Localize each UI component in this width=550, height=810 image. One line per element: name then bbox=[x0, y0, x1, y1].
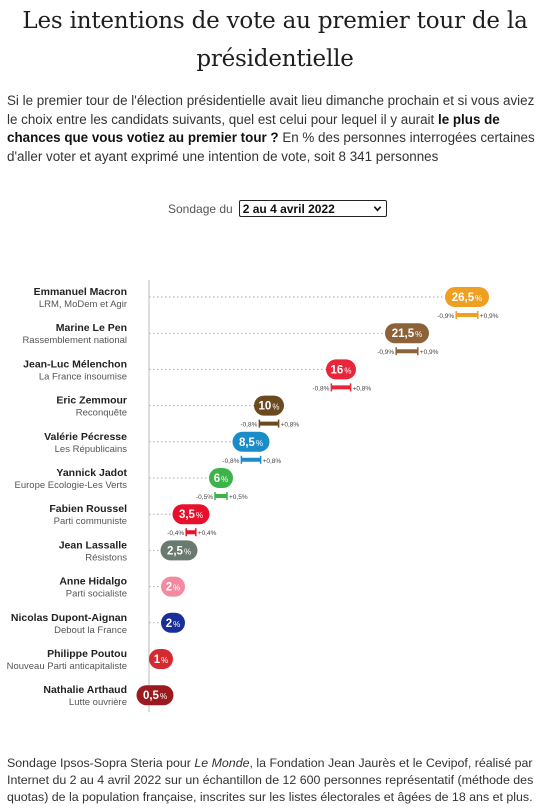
value-marker bbox=[161, 612, 185, 633]
error-plus-label: +0,9% bbox=[480, 313, 499, 320]
error-minus-label: -0,9% bbox=[437, 313, 454, 320]
error-plus-label: +0,8% bbox=[263, 458, 282, 465]
candidate-name: Fabien Roussel bbox=[49, 503, 127, 515]
poll-date-value: 2 au 4 avril 2022 bbox=[242, 201, 335, 216]
error-minus-label: -0,5% bbox=[196, 494, 213, 501]
value-marker bbox=[172, 504, 210, 525]
intro-question: le plus de chances que vous votiez au pr… bbox=[7, 111, 500, 146]
error-bar bbox=[331, 385, 351, 390]
error-bar bbox=[396, 349, 418, 354]
candidate-name: Marine Le Pen bbox=[56, 322, 127, 334]
value-marker bbox=[161, 576, 185, 597]
intro-text: Si le premier tour de l'élection préside… bbox=[7, 93, 535, 127]
value-marker bbox=[209, 468, 233, 488]
chart-intro: Si le premier tour de l'élection préside… bbox=[7, 92, 545, 166]
error-bar bbox=[241, 457, 261, 462]
candidate-name: Valérie Pécresse bbox=[44, 431, 127, 443]
candidate-party: LRM, MoDem et Agir bbox=[39, 299, 127, 310]
chevron-down-icon bbox=[373, 206, 381, 212]
candidate-party: Nouveau Parti anticapitaliste bbox=[7, 661, 127, 672]
error-bar bbox=[259, 421, 279, 426]
error-minus-label: -0,8% bbox=[240, 422, 257, 429]
candidate-party: Rassemblement national bbox=[22, 335, 127, 346]
value-marker bbox=[160, 540, 198, 561]
value-label: 26,5% bbox=[452, 292, 483, 304]
value-label: 2% bbox=[166, 618, 181, 630]
error-bar bbox=[456, 313, 478, 317]
chart-title: Les intentions de vote au premier tour d… bbox=[22, 8, 528, 72]
candidate-name: Philippe Poutou bbox=[47, 648, 127, 660]
candidate-party: Europe Ecologie-Les Verts bbox=[15, 480, 128, 491]
value-label: 2,5% bbox=[167, 545, 191, 557]
value-marker bbox=[254, 395, 284, 416]
candidate-party: Reconquête bbox=[76, 408, 127, 419]
value-label: 21,5% bbox=[392, 328, 423, 340]
value-label: 6% bbox=[214, 473, 229, 485]
error-minus-label: -0,9% bbox=[377, 349, 394, 356]
candidate-name: Emmanuel Macron bbox=[34, 286, 127, 298]
value-label: 8,5% bbox=[239, 437, 263, 449]
intro-text-tail: En % des personnes interrogées certaines… bbox=[7, 130, 535, 164]
candidate-name: Nicolas Dupont-Aignan bbox=[11, 612, 127, 624]
candidate-party: Les Républicains bbox=[55, 444, 128, 455]
footnote-source: Le Monde bbox=[194, 756, 250, 770]
value-label: 0,5% bbox=[143, 690, 167, 702]
candidate-name: Yannick Jadot bbox=[56, 467, 127, 479]
candidate-party: La France insoumise bbox=[39, 371, 127, 382]
value-label: 2% bbox=[166, 582, 181, 594]
error-minus-label: -0,4% bbox=[167, 530, 184, 537]
candidate-party: Lutte ouvrière bbox=[69, 697, 127, 708]
error-bar bbox=[215, 494, 227, 498]
value-marker bbox=[445, 287, 489, 307]
poll-date-select[interactable]: 2 au 4 avril 2022 bbox=[238, 200, 387, 217]
footnote-text-tail: , la Fondation Jean Jaurès et le Cevipof… bbox=[7, 756, 534, 804]
error-plus-label: +0,9% bbox=[420, 349, 439, 356]
value-marker bbox=[136, 685, 174, 706]
error-minus-label: -0,8% bbox=[222, 458, 239, 465]
chart-footnote: Sondage Ipsos-Sopra Steria pour Le Monde… bbox=[7, 755, 545, 806]
candidate-name: Anne Hidalgo bbox=[59, 576, 127, 588]
value-marker bbox=[385, 323, 429, 344]
candidate-name: Jean-Luc Mélenchon bbox=[23, 358, 127, 370]
value-label: 10% bbox=[259, 401, 280, 413]
value-label: 1% bbox=[154, 654, 169, 666]
candidate-party: Parti socialiste bbox=[66, 589, 127, 600]
value-label: 3,5% bbox=[179, 509, 203, 521]
poll-filter: Sondage du 2 au 4 avril 2022 bbox=[168, 199, 387, 218]
footnote-text: Sondage Ipsos-Sopra Steria pour bbox=[7, 756, 195, 770]
value-label: 16% bbox=[331, 364, 352, 376]
error-plus-label: +0,8% bbox=[353, 385, 372, 392]
error-plus-label: +0,5% bbox=[229, 494, 248, 501]
candidate-name: Jean Lassalle bbox=[59, 539, 127, 551]
error-bar bbox=[186, 530, 196, 535]
value-marker bbox=[232, 431, 270, 452]
candidate-name: Nathalie Arthaud bbox=[43, 684, 127, 696]
poll-filter-label: Sondage du bbox=[168, 201, 233, 216]
candidate-party: Debout la France bbox=[54, 625, 127, 636]
candidate-party: Résistons bbox=[85, 552, 127, 563]
error-plus-label: +0,8% bbox=[281, 422, 300, 429]
error-minus-label: -0,8% bbox=[312, 385, 329, 392]
candidate-name: Eric Zemmour bbox=[56, 395, 127, 407]
error-plus-label: +0,4% bbox=[198, 530, 217, 537]
value-marker bbox=[149, 649, 173, 669]
candidate-party: Parti communiste bbox=[54, 516, 127, 527]
value-marker bbox=[326, 359, 356, 380]
